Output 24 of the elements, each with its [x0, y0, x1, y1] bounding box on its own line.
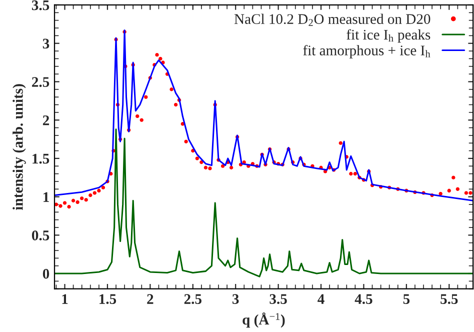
y-tick-label: 0.5	[32, 230, 50, 240]
y-tick-label: 1	[44, 192, 49, 202]
x-tick-label: 4.5	[354, 294, 372, 304]
x-tick-label: 5.5	[440, 294, 458, 304]
legend-label: fit ice I$_{h}$ peaks	[346, 29, 430, 43]
y-tick-label: 1.5	[32, 154, 50, 164]
legend-label: NaCl 10.2 D$_{2}$O measured on D20	[234, 14, 430, 26]
y-tick-label: 2.5	[32, 77, 50, 87]
x-tick-label: 2.5	[184, 294, 202, 304]
y-tick-label: 0	[42, 268, 50, 279]
y-tick-label: 3	[42, 38, 50, 49]
x-tick-label: 5	[403, 294, 410, 304]
x-tick-label: 3	[232, 294, 239, 304]
x-tick-label: 3.5	[270, 294, 287, 304]
y-tick-label: 2	[42, 115, 50, 126]
legend-label: fit amorphous + ice I$_{h}$	[303, 44, 430, 58]
line-series	[54, 128, 474, 278]
y-axis-title: intensity (arb. units)	[12, 84, 26, 210]
y-tick-label: 3.5	[32, 0, 50, 10]
x-tick-label: 2	[147, 294, 154, 304]
x-tick-label: 1.5	[100, 294, 116, 304]
x-tick-label: 1	[62, 294, 68, 304]
x-tick-label: 4	[318, 294, 324, 304]
x-axis-title: q (Å$^{−1}$)	[242, 312, 285, 328]
